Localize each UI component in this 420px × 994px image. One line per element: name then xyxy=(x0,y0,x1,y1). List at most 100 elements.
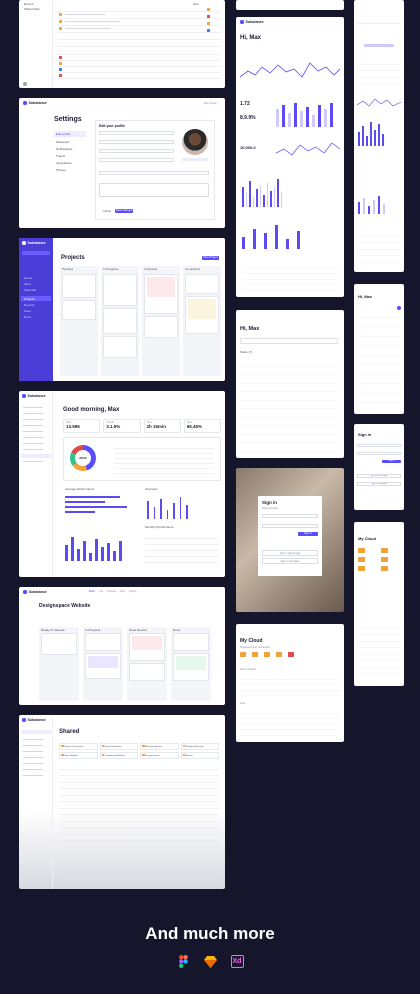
folder-icon[interactable] xyxy=(240,652,246,657)
cancel-button[interactable]: Cancel xyxy=(103,210,112,213)
tab[interactable]: List xyxy=(99,590,104,593)
tab[interactable]: Timeline xyxy=(107,590,117,593)
metric-value: 1.72 xyxy=(240,101,250,107)
kanban-column: In Progress xyxy=(83,627,123,701)
line-chart-2 xyxy=(276,142,340,156)
sidebar-item[interactable]: Calendar xyxy=(24,288,37,292)
brand-logo[interactable]: Substance xyxy=(22,394,46,398)
apple-signin-button[interactable]: Sign in with Apple xyxy=(262,558,318,564)
task-rows xyxy=(357,308,401,408)
sidebar-item[interactable]: Reports xyxy=(24,303,35,307)
password-field[interactable] xyxy=(262,524,318,528)
brand-logo[interactable]: Substance xyxy=(23,101,47,105)
fab-button[interactable] xyxy=(397,306,401,310)
settings-nav-item[interactable]: Password xyxy=(56,140,70,144)
settings-nav-item[interactable]: Integrations xyxy=(56,161,72,165)
bar-chart-2 xyxy=(358,196,400,214)
footer-title: And much more xyxy=(145,924,275,943)
brand-name: Substance xyxy=(27,241,46,245)
file-rows xyxy=(357,622,401,678)
folder-icon[interactable] xyxy=(358,557,365,562)
perf-bars xyxy=(65,493,135,519)
email-field[interactable] xyxy=(357,444,401,447)
tab[interactable]: Activity xyxy=(129,590,137,593)
brand-logo[interactable]: Substance xyxy=(240,20,264,24)
brand-logo[interactable]: Substance xyxy=(22,241,46,245)
folder-grid xyxy=(358,548,400,571)
tab[interactable]: Files xyxy=(120,590,126,593)
folder-icon[interactable] xyxy=(276,652,282,657)
folder-tile[interactable]: Company Handbook xyxy=(99,752,138,759)
profile-photo[interactable] xyxy=(182,129,208,155)
sketch-icon xyxy=(203,955,217,968)
sidebar-item-active[interactable]: Projects xyxy=(21,296,51,301)
donut-value: 28.5k xyxy=(75,450,91,466)
brand-logo[interactable]: Substance xyxy=(23,590,47,594)
google-signin-button[interactable]: Sign in with Google xyxy=(357,474,401,478)
kanban-column: In Review xyxy=(142,266,180,376)
signin-title: Sign in xyxy=(262,500,277,505)
sidebar-item[interactable]: Team xyxy=(24,309,32,313)
figma-icon xyxy=(177,955,190,968)
sidebar-item[interactable]: Home xyxy=(24,276,33,280)
folder-tile[interactable]: Sales Reports xyxy=(59,752,98,759)
settings-nav-item[interactable]: Notifications xyxy=(56,147,73,151)
folder-tile[interactable]: Website Redesign xyxy=(180,743,219,750)
user-avatar[interactable] xyxy=(23,82,27,86)
new-project-button[interactable]: New Project xyxy=(202,256,219,260)
kanban-column: Pending xyxy=(60,266,98,376)
folder-tile[interactable]: Marketing Assets xyxy=(140,743,179,750)
settings-nav-item[interactable]: Privacy xyxy=(56,168,66,172)
folder-icon[interactable] xyxy=(381,557,388,562)
signin-photo-card: Sign in Welcome back Sign in Sign in wit… xyxy=(236,468,344,612)
folder-tile[interactable]: Archive xyxy=(180,752,219,759)
brand-logo[interactable]: Substance xyxy=(22,718,46,722)
password-field[interactable] xyxy=(357,452,401,455)
people-list xyxy=(145,533,219,563)
sidebar-item-shared[interactable]: Shared files xyxy=(24,7,40,11)
folder-tile[interactable]: Product Documents xyxy=(59,743,98,750)
stat-label: Growth xyxy=(106,421,114,424)
signin-button[interactable]: Sign in xyxy=(382,460,401,463)
folder-icon[interactable] xyxy=(264,652,270,657)
action-button[interactable] xyxy=(364,44,394,47)
adobe-xd-icon: Xd xyxy=(230,955,244,968)
header-user[interactable]: Max Cooper xyxy=(203,102,217,105)
folder-icon[interactable] xyxy=(381,566,388,571)
line-chart xyxy=(240,62,340,78)
tab[interactable]: Board xyxy=(89,590,96,593)
sidebar-item[interactable]: Docs xyxy=(24,315,31,319)
column-title: Need Review xyxy=(129,628,147,632)
email-field[interactable] xyxy=(262,514,318,518)
sidebar-item[interactable]: Inbox xyxy=(24,282,32,286)
settings-nav-item[interactable]: Theme xyxy=(56,154,66,158)
file-rows xyxy=(240,708,340,738)
save-button[interactable]: Save changes xyxy=(115,209,133,213)
stat-label: Rate xyxy=(186,421,192,424)
projects-sidebar: Substance Home Inbox Calendar Projects R… xyxy=(19,238,53,381)
google-signin-button[interactable]: Sign in with Google xyxy=(262,550,318,556)
apple-signin-button[interactable]: Sign in with Apple xyxy=(357,482,401,486)
dashboard-card xyxy=(236,0,344,10)
photo-buttons xyxy=(182,158,208,161)
sidebar-item-recent[interactable]: Recent xyxy=(24,2,34,6)
task-rows xyxy=(240,358,340,454)
folder-icon[interactable] xyxy=(288,652,294,657)
folder-icon[interactable] xyxy=(358,548,365,553)
logo-icon xyxy=(22,718,26,722)
monthly-bars xyxy=(65,533,139,561)
folder-icon[interactable] xyxy=(252,652,258,657)
settings-nav-item[interactable]: Edit profile xyxy=(54,131,86,137)
tool-icons: Xd xyxy=(0,955,420,968)
logo-icon xyxy=(22,394,26,398)
stat-label: Time xyxy=(146,421,152,424)
folder-icon[interactable] xyxy=(381,548,388,553)
search-bar[interactable] xyxy=(240,338,338,344)
column-title: In Progress xyxy=(85,628,101,632)
folder-tile[interactable]: Design System xyxy=(140,752,179,759)
folder-tile[interactable]: Brand Guidelines xyxy=(99,743,138,750)
folder-icon[interactable] xyxy=(358,566,365,571)
signin-button[interactable]: Sign in xyxy=(298,532,318,536)
file-rows xyxy=(57,6,221,48)
logo-icon xyxy=(23,101,27,105)
